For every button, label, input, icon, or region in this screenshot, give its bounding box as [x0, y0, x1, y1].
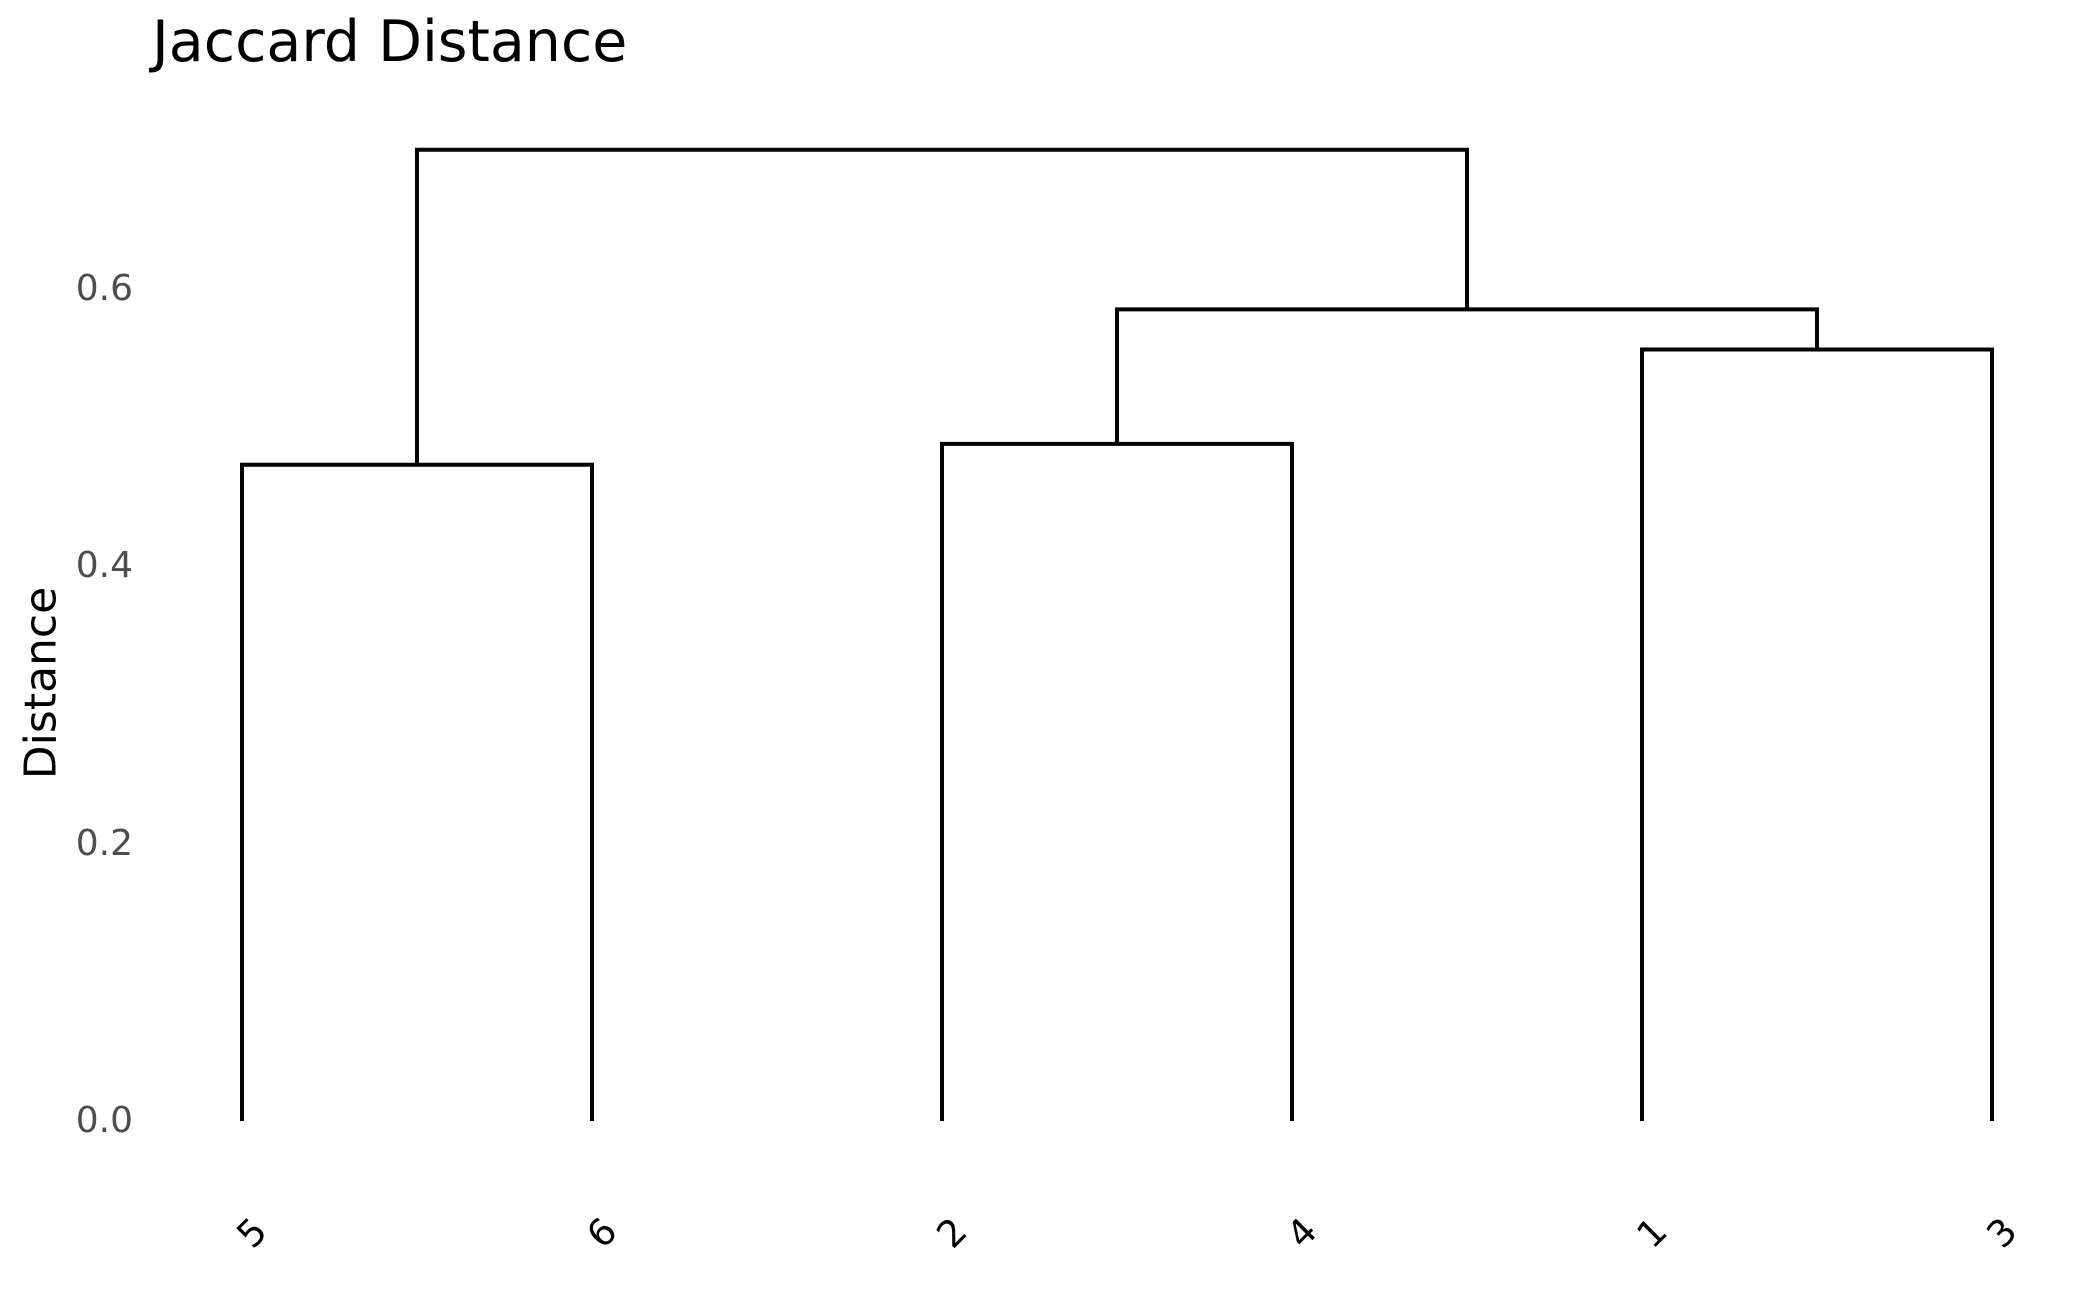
y-axis-label: Distance: [15, 586, 67, 780]
y-tick-label-0.4: 0.4: [75, 545, 133, 586]
chart-title: Jaccard Distance: [152, 9, 628, 75]
y-tick-label-0.6: 0.6: [75, 267, 133, 309]
y-tick-label-0.2: 0.2: [75, 822, 133, 864]
y-tick-label-0.0: 0.0: [75, 1100, 133, 1141]
